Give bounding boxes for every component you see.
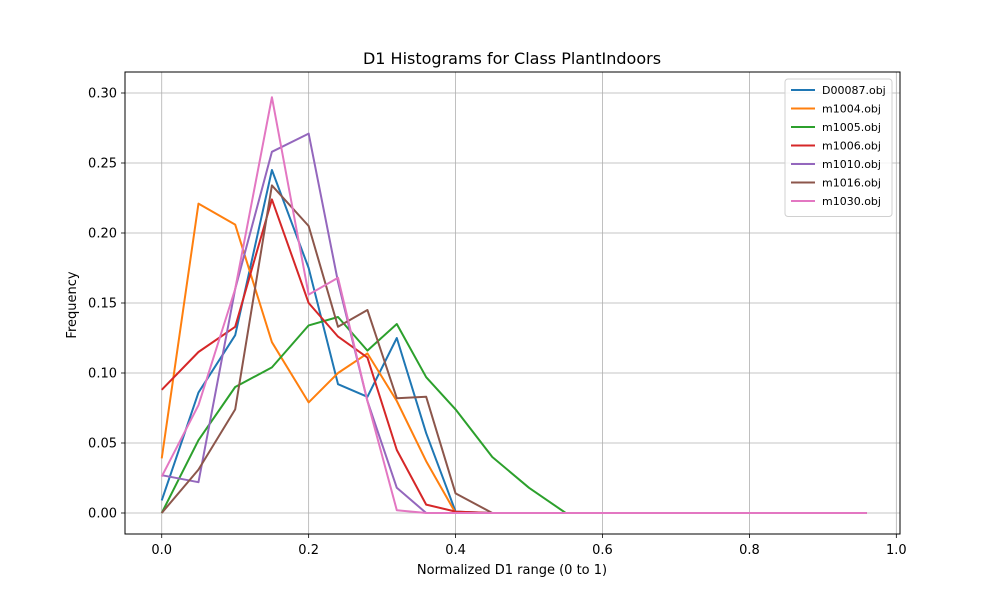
series-line-m1005-obj <box>160 316 867 514</box>
series-lines <box>160 96 867 514</box>
axis-ticks: 0.0 0.2 0.4 0.6 0.8 1.0 0.00 0.05 0.10 0.15 0.20 0.… <box>88 87 907 559</box>
y-tick-label: 0.10 <box>88 367 117 382</box>
y-tick-label: 0.00 <box>88 507 117 522</box>
legend-label: m1005.obj <box>822 121 881 134</box>
series-line-m1006-obj <box>161 198 867 514</box>
legend-label: m1016.obj <box>822 177 881 190</box>
grid <box>125 72 900 534</box>
y-tick-label: 0.15 <box>88 297 117 312</box>
x-tick-label: 0.2 <box>298 543 319 558</box>
legend-label: m1004.obj <box>822 103 881 116</box>
y-tick-label: 0.30 <box>88 87 117 102</box>
chart-title: D1 Histograms for Class PlantIndoors <box>363 49 661 68</box>
legend-label: m1030.obj <box>822 195 881 208</box>
series-line-m1016-obj <box>160 184 867 514</box>
x-axis-label: Normalized D1 range (0 to 1) <box>417 563 607 578</box>
x-tick-label: 0.4 <box>445 543 466 558</box>
y-tick-label: 0.05 <box>88 437 117 452</box>
x-tick-label: 0.6 <box>592 543 613 558</box>
legend: D00087.obj m1004.obj m1005.obj m1006.obj m10… <box>784 78 893 217</box>
legend-label: m1006.obj <box>822 140 881 153</box>
y-axis-label: Frequency <box>65 271 80 338</box>
legend-label: m1010.obj <box>822 158 881 171</box>
x-tick-label: 1.0 <box>886 543 907 558</box>
series-line-m1004-obj <box>160 202 867 514</box>
x-tick-label: 0.8 <box>739 543 760 558</box>
series-line-d00087-obj <box>160 169 867 514</box>
y-tick-label: 0.20 <box>88 227 117 242</box>
legend-label: D00087.obj <box>822 84 886 97</box>
x-tick-label: 0.0 <box>151 543 172 558</box>
series-line-m1030-obj <box>160 96 867 514</box>
y-tick-label: 0.25 <box>88 157 117 172</box>
